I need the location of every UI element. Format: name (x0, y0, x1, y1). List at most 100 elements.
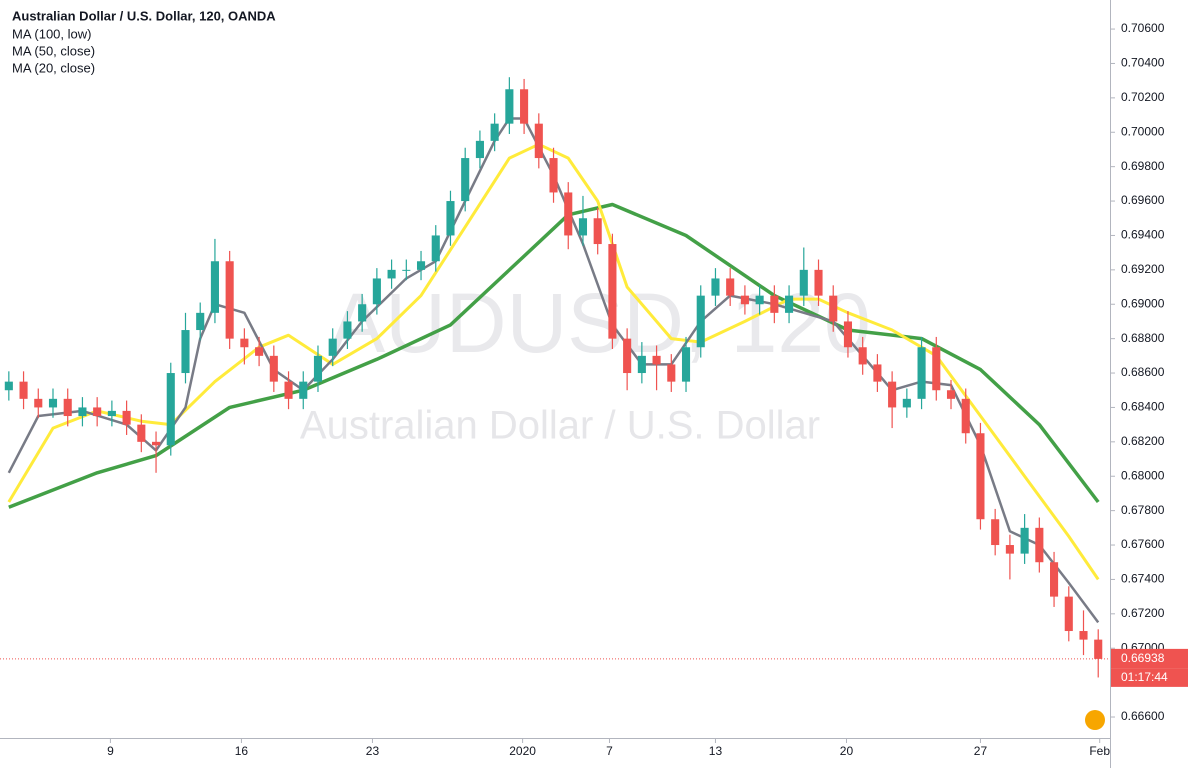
candle-body (181, 330, 190, 374)
y-tick-label: 0.67800 (1121, 503, 1165, 517)
candle-body (343, 321, 352, 339)
y-tick-label: 0.67600 (1121, 537, 1165, 551)
candle-body (549, 158, 558, 193)
x-tick-label: 20 (840, 744, 854, 758)
candle-body (196, 312, 205, 331)
candle-body (19, 381, 28, 399)
candle-body (107, 410, 116, 417)
candle-body (814, 269, 823, 296)
candle-body (372, 278, 381, 305)
candle-body (122, 410, 131, 425)
candle-body (475, 140, 484, 159)
candle-body (240, 338, 249, 348)
candle-body (1079, 631, 1088, 640)
candle-body (446, 201, 455, 236)
last-price-box (1111, 648, 1188, 669)
y-tick-label: 0.68600 (1121, 365, 1165, 379)
candle-body (461, 158, 470, 202)
candle-body (917, 347, 926, 399)
candle-body (269, 355, 278, 382)
logo (1085, 710, 1105, 730)
candle-body (137, 424, 146, 442)
candle-body (991, 519, 1000, 546)
candle-body (623, 338, 632, 374)
x-tick-label: Feb (1089, 744, 1110, 758)
candle-body (225, 261, 234, 339)
y-tick-label: 0.69000 (1121, 296, 1165, 310)
candle-body (667, 364, 676, 382)
candle-body (431, 235, 440, 262)
candle-body (608, 244, 617, 339)
candle-body (740, 295, 749, 305)
candle-body (1020, 527, 1029, 554)
chart-title: Australian Dollar / U.S. Dollar, 120, OA… (12, 8, 276, 23)
candle-body (416, 261, 426, 270)
countdown-box (1111, 668, 1188, 687)
x-tick-label: 16 (235, 744, 249, 758)
candle-body (770, 295, 779, 313)
candle-body (402, 269, 411, 271)
candle-body (1064, 596, 1073, 632)
y-tick-label: 0.70600 (1121, 21, 1165, 35)
candle-body (387, 269, 396, 279)
candle-body (564, 192, 573, 236)
y-tick-label: 0.68200 (1121, 434, 1165, 448)
candle-body (888, 381, 897, 408)
legend-entry: MA (100, low) (12, 26, 91, 41)
plot-area (0, 77, 1110, 678)
x-tick-label: 7 (606, 744, 613, 758)
candle-body (490, 123, 499, 141)
y-tick-label: 0.69800 (1121, 159, 1165, 173)
candle-body (151, 441, 161, 446)
moving-average-line (7, 142, 1100, 581)
x-tick-label: 27 (974, 744, 988, 758)
candle-body (578, 218, 588, 236)
candle-body (210, 261, 219, 313)
legend-entry: MA (20, close) (12, 60, 95, 75)
candle-body (711, 278, 720, 296)
candle-body (681, 347, 691, 382)
y-tick-label: 0.68800 (1121, 331, 1165, 345)
candle-body (34, 398, 43, 408)
candle-body (284, 381, 293, 399)
candle-body (593, 218, 602, 245)
candle-body (873, 364, 882, 382)
countdown-label: 01:17:44 (1121, 670, 1168, 684)
legend: MA (100, low) MA (50, close) MA (20, close… (12, 26, 95, 75)
candle-body (505, 89, 514, 124)
candle-body (48, 398, 58, 408)
x-tick-label: 9 (107, 744, 114, 758)
candle-body (166, 373, 175, 446)
axes: 0.666000.670000.672000.674000.676000.678… (107, 21, 1188, 758)
candle-body (799, 269, 808, 296)
candle-body (726, 278, 735, 296)
y-tick-label: 0.67200 (1121, 606, 1165, 620)
y-tick-label: 0.66600 (1121, 709, 1165, 723)
candle-body (637, 355, 646, 374)
x-tick-label: 23 (366, 744, 380, 758)
y-tick-label: 0.69400 (1121, 228, 1165, 242)
candle-body (313, 355, 323, 382)
candle-body (1005, 545, 1014, 554)
candle-body (63, 398, 72, 417)
candle-body (902, 398, 911, 408)
candle-body (829, 295, 838, 322)
y-tick-label: 0.68000 (1121, 468, 1165, 482)
candle-body (1035, 527, 1044, 563)
candle-body (843, 321, 853, 348)
candle-body (255, 347, 264, 356)
candle-body (858, 347, 867, 365)
candle-body (534, 123, 543, 159)
logo-icon (1085, 710, 1105, 730)
legend-entry: MA (50, close) (12, 43, 95, 58)
x-tick-label: 13 (709, 744, 723, 758)
y-tick-label: 0.69200 (1121, 262, 1165, 276)
candle-body (358, 304, 367, 322)
candle-body (328, 338, 337, 356)
y-tick-label: 0.69600 (1121, 193, 1165, 207)
y-tick-label: 0.68400 (1121, 400, 1165, 414)
candle-body (755, 295, 764, 305)
candle-body (652, 355, 661, 365)
